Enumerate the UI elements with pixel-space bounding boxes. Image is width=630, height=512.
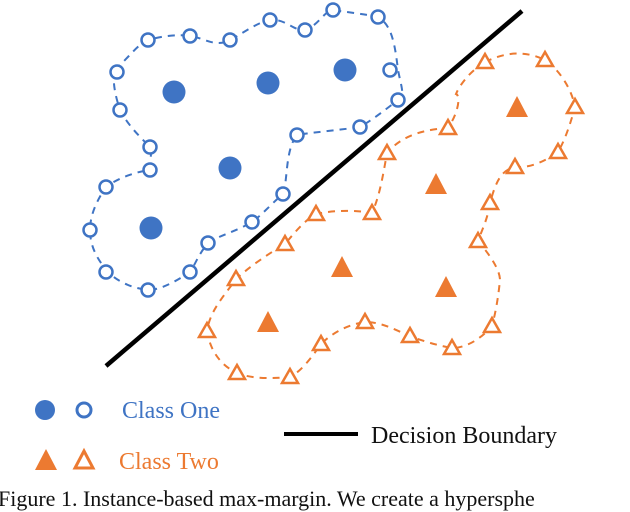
class-one-hollow-point	[109, 64, 125, 80]
legend-class-one-label: Class One	[122, 398, 220, 424]
class-one-hollow-point	[98, 179, 114, 195]
class-two-solid-point	[331, 256, 353, 277]
class-two-hollow-point	[226, 362, 248, 381]
class-one-hollow-point	[112, 102, 128, 118]
class-two-hollow-point	[310, 333, 332, 352]
class-two-hollow-point	[399, 325, 421, 344]
class-two-hollow-point	[467, 230, 489, 249]
class-two-hollow-point	[354, 311, 376, 330]
legend-boundary-label: Decision Boundary	[371, 423, 557, 449]
class-two-solid-point	[506, 96, 528, 117]
class-one-hollow-point	[142, 162, 158, 178]
legend-decision-boundary: Decision Boundary	[284, 423, 557, 449]
class-one-hollow-point	[275, 186, 291, 202]
class-two-hollow-point	[474, 51, 496, 70]
class-one-solid-point	[139, 216, 163, 240]
class-one-hollow-point	[140, 32, 156, 48]
class-one-hollow-point	[142, 139, 158, 155]
class-two-hollow-point	[534, 49, 556, 68]
class-two-hollow-point	[376, 142, 398, 161]
class-two-hollow-point	[479, 192, 501, 211]
class-one-solid-point	[256, 71, 280, 95]
class-two-solid-point	[435, 276, 457, 297]
legend-class-two-hollow-icon	[72, 447, 96, 470]
class-one-hollow-point	[182, 264, 198, 280]
class-one-center-points	[139, 58, 357, 240]
class-one-hollow-point	[370, 9, 386, 25]
class-two-hollow-point	[279, 366, 301, 385]
class-two-hollow-point	[196, 320, 218, 339]
legend-class-two-solid-icon	[35, 449, 57, 470]
class-two-solid-point	[257, 311, 279, 332]
class-two-hollow-point	[361, 202, 383, 221]
class-one-solid-point	[333, 58, 357, 82]
legend-class-one: Class One	[35, 398, 220, 424]
class-one-hollow-point	[140, 282, 156, 298]
class-two-hollow-point	[564, 96, 586, 115]
class-two-hollow-point	[305, 203, 327, 222]
class-two-hollow-point	[441, 337, 463, 356]
legend-class-two-label: Class Two	[119, 449, 219, 475]
class-one-hollow-point	[289, 127, 305, 143]
class-one-hollow-point	[325, 2, 341, 18]
class-two-hollow-point	[225, 268, 247, 287]
class-two-hollow-point	[437, 117, 459, 136]
class-one-hollow-point	[382, 62, 398, 78]
legend-class-one-hollow-icon	[75, 401, 93, 419]
class-one-solid-point	[218, 156, 242, 180]
class-one-hollow-point	[182, 28, 198, 44]
class-one-hollow-point	[297, 22, 313, 38]
class-one-hollow-point	[262, 12, 278, 28]
legend-class-two: Class Two	[35, 447, 219, 475]
class-two-hollow-point	[547, 141, 569, 160]
class-one-hollow-point	[222, 32, 238, 48]
class-two-solid-point	[425, 173, 447, 194]
class-one-boundary-points	[82, 2, 406, 298]
figure-caption: Figure 1. Instance-based max-margin. We …	[0, 486, 535, 511]
class-two-hollow-point	[504, 156, 526, 175]
class-two-hollow-point	[274, 233, 296, 252]
decision-boundary-line	[104, 9, 524, 368]
class-one-hollow-point	[244, 214, 260, 230]
class-one-hollow-point	[200, 235, 216, 251]
legend-class-one-solid-icon	[35, 400, 55, 420]
class-one-solid-point	[162, 80, 186, 104]
class-two-boundary-points	[196, 49, 586, 385]
class-one-hollow-point	[352, 119, 368, 135]
class-one-hollow-point	[82, 222, 98, 238]
class-one-hollow-point	[98, 264, 114, 280]
class-two-center-points	[257, 96, 528, 332]
class-two-hollow-point	[481, 315, 503, 334]
class-one-hollow-point	[390, 92, 406, 108]
